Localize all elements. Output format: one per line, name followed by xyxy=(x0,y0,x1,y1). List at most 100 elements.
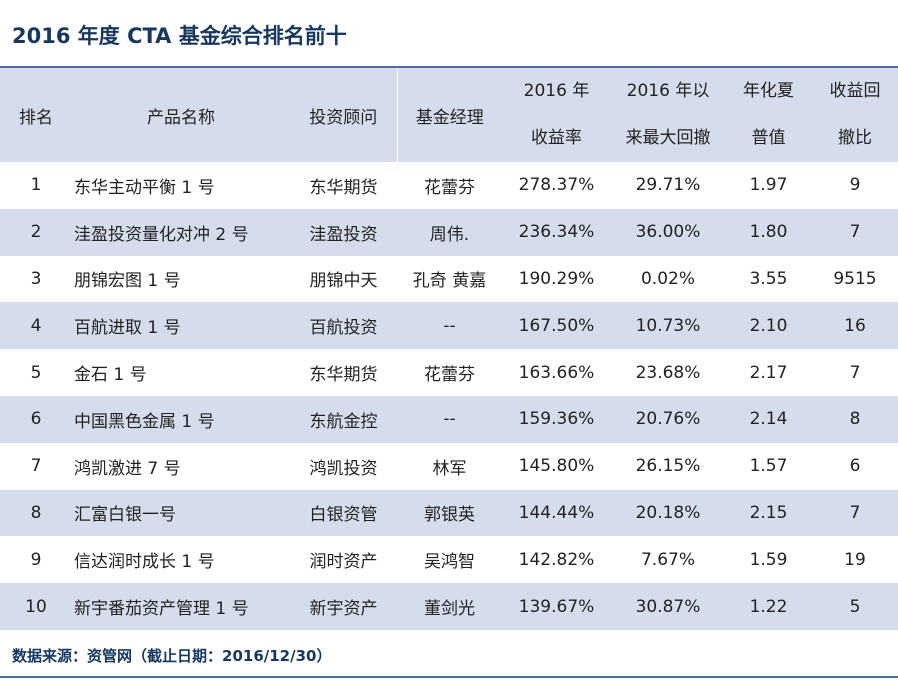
cell-manager: 孔奇 黄嘉 xyxy=(397,255,502,303)
cell-drawdown: 23.68% xyxy=(611,349,725,396)
cell-sharpe: 1.80 xyxy=(725,208,812,256)
cell-rank: 1 xyxy=(0,162,72,209)
cell-sharpe: 1.59 xyxy=(725,536,812,584)
table-row: 6 中国黑色金属 1 号 东航金控 -- 159.36% 20.76% 2.14… xyxy=(0,395,898,443)
cell-manager: 花蕾芬 xyxy=(397,349,502,396)
cell-sharpe: 2.17 xyxy=(725,349,812,396)
cell-manager: -- xyxy=(397,395,502,443)
header-product: 产品名称 xyxy=(72,68,290,162)
cell-rank: 10 xyxy=(0,583,72,630)
header-advisor: 投资顾问 xyxy=(290,68,398,162)
cell-rank: 3 xyxy=(0,255,72,303)
cell-product: 中国黑色金属 1 号 xyxy=(72,395,290,443)
cell-return: 144.44% xyxy=(502,489,611,537)
cell-manager: -- xyxy=(397,302,502,350)
cell-ratio: 5 xyxy=(812,583,898,630)
cell-advisor: 东航金控 xyxy=(290,395,397,443)
cell-product: 新宇番茄资产管理 1 号 xyxy=(72,583,290,630)
cell-drawdown: 0.02% xyxy=(611,255,725,303)
cell-return: 142.82% xyxy=(502,536,611,584)
cell-rank: 5 xyxy=(0,349,72,396)
cell-advisor: 东华期货 xyxy=(290,349,397,396)
cell-ratio: 7 xyxy=(812,349,898,396)
cell-advisor: 朋锦中天 xyxy=(290,255,397,303)
cell-advisor: 百航投资 xyxy=(290,302,397,350)
cell-manager: 周伟. xyxy=(397,208,502,256)
cell-return: 163.66% xyxy=(502,349,611,396)
cell-drawdown: 36.00% xyxy=(611,208,725,256)
cell-return: 145.80% xyxy=(502,442,611,490)
cell-ratio: 7 xyxy=(812,489,898,537)
cell-sharpe: 1.22 xyxy=(725,583,812,630)
cell-rank: 7 xyxy=(0,442,72,490)
cell-return: 278.37% xyxy=(502,162,611,209)
cell-rank: 8 xyxy=(0,489,72,537)
header-drawdown: 2016 年以 来最大回撤 xyxy=(611,68,725,162)
cell-sharpe: 3.55 xyxy=(725,255,812,303)
cell-product: 洼盈投资量化对冲 2 号 xyxy=(72,208,290,256)
cell-drawdown: 29.71% xyxy=(611,162,725,209)
cell-drawdown: 26.15% xyxy=(611,442,725,490)
cell-drawdown: 20.76% xyxy=(611,395,725,443)
cell-ratio: 7 xyxy=(812,208,898,256)
header-rank: 排名 xyxy=(0,68,72,162)
cell-product: 百航进取 1 号 xyxy=(72,302,290,350)
cell-manager: 吴鸿智 xyxy=(397,536,502,584)
cell-ratio: 16 xyxy=(812,302,898,350)
cell-return: 159.36% xyxy=(502,395,611,443)
table-row: 4 百航进取 1 号 百航投资 -- 167.50% 10.73% 2.10 1… xyxy=(0,302,898,350)
table-row: 1 东华主动平衡 1 号 东华期货 花蕾芬 278.37% 29.71% 1.9… xyxy=(0,162,898,209)
cell-return: 236.34% xyxy=(502,208,611,256)
cell-product: 汇富白银一号 xyxy=(72,489,290,537)
cell-rank: 4 xyxy=(0,302,72,350)
cell-drawdown: 10.73% xyxy=(611,302,725,350)
cell-advisor: 新宇资产 xyxy=(290,583,397,630)
cell-product: 金石 1 号 xyxy=(72,349,290,396)
header-manager: 基金经理 xyxy=(397,68,502,162)
cell-manager: 董剑光 xyxy=(397,583,502,630)
cell-advisor: 白银资管 xyxy=(290,489,397,537)
cell-advisor: 润时资产 xyxy=(290,536,397,584)
cell-ratio: 19 xyxy=(812,536,898,584)
bottom-divider xyxy=(0,676,898,678)
cell-sharpe: 2.14 xyxy=(725,395,812,443)
cell-advisor: 鸿凯投资 xyxy=(290,442,397,490)
data-source-note: 数据来源：资管网（截止日期：2016/12/30） xyxy=(12,647,332,665)
table-row: 8 汇富白银一号 白银资管 郭银英 144.44% 20.18% 2.15 7 xyxy=(0,489,898,537)
cell-ratio: 6 xyxy=(812,442,898,490)
cell-sharpe: 2.15 xyxy=(725,489,812,537)
cell-advisor: 东华期货 xyxy=(290,162,397,209)
cell-ratio: 9 xyxy=(812,162,898,209)
cell-drawdown: 7.67% xyxy=(611,536,725,584)
cell-product: 朋锦宏图 1 号 xyxy=(72,255,290,303)
cell-product: 鸿凯激进 7 号 xyxy=(72,442,290,490)
cell-return: 139.67% xyxy=(502,583,611,630)
header-sharpe: 年化夏 普值 xyxy=(725,68,812,162)
table-row: 5 金石 1 号 东华期货 花蕾芬 163.66% 23.68% 2.17 7 xyxy=(0,349,898,396)
cell-manager: 郭银英 xyxy=(397,489,502,537)
top-divider xyxy=(0,66,898,68)
fund-ranking-table: 排名 产品名称 投资顾问 基金经理 2016 年 收益率 2016 年以 来最大… xyxy=(0,68,898,630)
table-row: 7 鸿凯激进 7 号 鸿凯投资 林军 145.80% 26.15% 1.57 6 xyxy=(0,442,898,490)
cell-advisor: 洼盈投资 xyxy=(290,208,397,256)
table-header-row: 排名 产品名称 投资顾问 基金经理 2016 年 收益率 2016 年以 来最大… xyxy=(0,68,898,162)
cell-drawdown: 30.87% xyxy=(611,583,725,630)
cell-return: 167.50% xyxy=(502,302,611,350)
cell-return: 190.29% xyxy=(502,255,611,303)
table-row: 2 洼盈投资量化对冲 2 号 洼盈投资 周伟. 236.34% 36.00% 1… xyxy=(0,208,898,256)
cell-ratio: 9515 xyxy=(812,255,898,303)
cell-sharpe: 1.57 xyxy=(725,442,812,490)
cell-rank: 2 xyxy=(0,208,72,256)
cell-drawdown: 20.18% xyxy=(611,489,725,537)
cell-product: 东华主动平衡 1 号 xyxy=(72,162,290,209)
page-title: 2016 年度 CTA 基金综合排名前十 xyxy=(12,24,347,48)
cell-product: 信达润时成长 1 号 xyxy=(72,536,290,584)
table-row: 9 信达润时成长 1 号 润时资产 吴鸿智 142.82% 7.67% 1.59… xyxy=(0,536,898,584)
header-ratio: 收益回 撤比 xyxy=(812,68,898,162)
header-return: 2016 年 收益率 xyxy=(502,68,611,162)
table-row: 10 新宇番茄资产管理 1 号 新宇资产 董剑光 139.67% 30.87% … xyxy=(0,583,898,630)
cell-rank: 9 xyxy=(0,536,72,584)
cell-sharpe: 1.97 xyxy=(725,162,812,209)
cell-ratio: 8 xyxy=(812,395,898,443)
cell-manager: 林军 xyxy=(397,442,502,490)
